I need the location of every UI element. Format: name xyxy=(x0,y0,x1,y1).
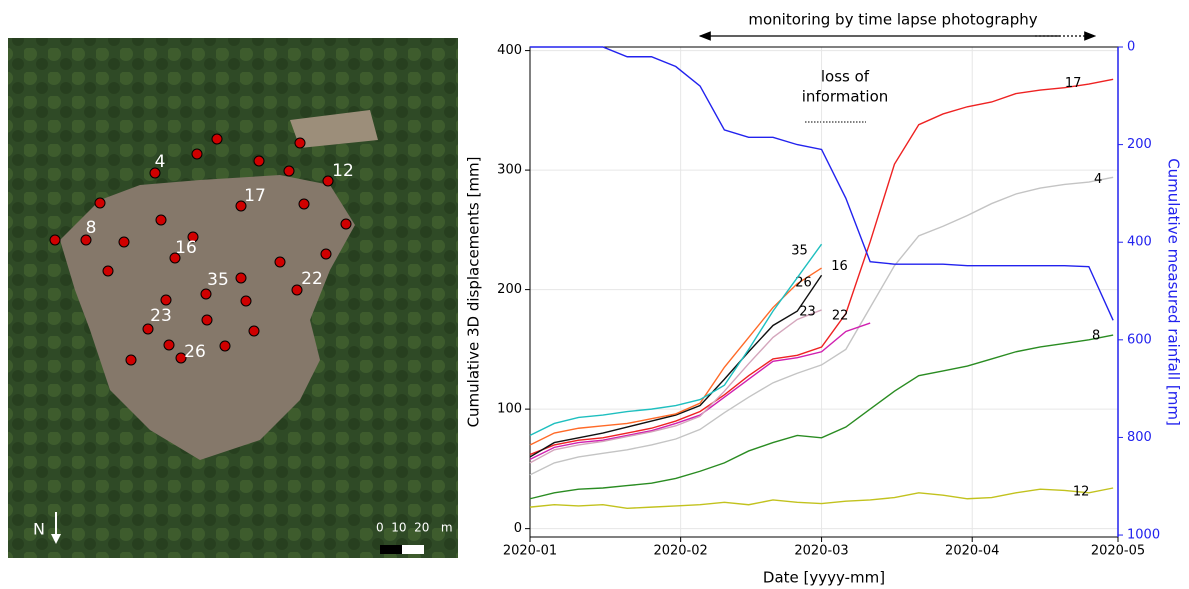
map-point-label: 16 xyxy=(175,238,197,258)
scale-label: 0 10 20 m xyxy=(376,521,453,535)
x-axis-label: Date [yyyy-mm] xyxy=(763,569,885,587)
series-label: 35 xyxy=(791,244,808,259)
annotation: loss of xyxy=(821,68,870,86)
y-tick-label: 400 xyxy=(497,43,522,58)
map-point xyxy=(49,234,61,246)
plot-frame xyxy=(529,46,1119,538)
map-point xyxy=(191,148,203,160)
series-label: 23 xyxy=(799,304,816,319)
map-point-label: 23 xyxy=(150,306,172,326)
time-lapse-arrow: monitoring by time lapse photography xyxy=(698,11,1097,41)
map-point xyxy=(211,133,223,145)
map-point xyxy=(322,175,334,187)
y2-axis-label: Cumulative measured rainfall [mm] xyxy=(1165,158,1183,426)
y-tick-label: 0 xyxy=(514,521,522,536)
series-label: 16 xyxy=(831,259,848,274)
x-tick-label: 2020-01 xyxy=(503,544,557,559)
map-point xyxy=(163,339,175,351)
y2-tick-label: 1000 xyxy=(1127,528,1160,543)
map-point xyxy=(175,352,187,364)
north-arrow-head xyxy=(51,534,61,544)
map-point-label: 4 xyxy=(155,152,166,172)
map-point xyxy=(291,284,303,296)
map-point xyxy=(201,314,213,326)
map-point xyxy=(169,252,181,264)
map-point xyxy=(320,248,332,260)
series-label: 4 xyxy=(1094,172,1102,187)
map-point xyxy=(200,288,212,300)
series-line xyxy=(529,322,871,460)
y2-tick-label: 400 xyxy=(1127,235,1152,250)
y2-tick-label: 600 xyxy=(1127,332,1152,347)
x-tick-label: 2020-04 xyxy=(945,544,999,559)
y-tick-label: 300 xyxy=(497,163,522,178)
x-tick-label: 2020-05 xyxy=(1091,544,1145,559)
clearing xyxy=(290,110,378,148)
map-point xyxy=(248,325,260,337)
map-point xyxy=(155,214,167,226)
scale-bar xyxy=(380,545,402,554)
series-line xyxy=(529,309,822,464)
map-point xyxy=(125,354,137,366)
x-tick-label: 2020-03 xyxy=(794,544,848,559)
map-point xyxy=(94,197,106,209)
map-point xyxy=(253,155,265,167)
series-line xyxy=(529,334,1114,500)
map-point xyxy=(235,272,247,284)
map-point-label: 8 xyxy=(86,218,97,238)
y-tick-label: 200 xyxy=(497,282,522,297)
map-point xyxy=(160,294,172,306)
series-line xyxy=(529,243,823,437)
y-axis-label: Cumulative 3D displacements [mm] xyxy=(465,157,483,428)
map-point-label: 12 xyxy=(332,161,354,181)
map-point xyxy=(294,137,306,149)
map-point xyxy=(142,323,154,335)
map-point xyxy=(219,340,231,352)
annotation: information xyxy=(802,88,889,106)
series-line xyxy=(529,78,1114,456)
map-point xyxy=(283,165,295,177)
top-annotation: monitoring by time lapse photography xyxy=(748,11,1037,29)
map-point xyxy=(80,234,92,246)
series-label: 26 xyxy=(795,276,812,291)
map-point-label: 26 xyxy=(184,342,206,362)
map-point-label: 17 xyxy=(244,186,266,206)
series-label: 22 xyxy=(832,309,849,324)
y2-tick-label: 800 xyxy=(1127,430,1152,445)
map-point-label: 22 xyxy=(301,269,323,289)
map-point xyxy=(298,198,310,210)
map-point xyxy=(118,236,130,248)
map-point xyxy=(149,167,161,179)
series-line xyxy=(529,487,1114,510)
scale-bar xyxy=(402,545,424,554)
series-label: 17 xyxy=(1065,76,1082,91)
series-line xyxy=(529,274,823,458)
map-panel: N 0 10 20 m xyxy=(8,38,458,558)
map-point xyxy=(340,218,352,230)
y2-tick-label: 200 xyxy=(1127,137,1152,152)
series-line xyxy=(529,267,822,446)
y-tick-label: 100 xyxy=(497,402,522,417)
series-line xyxy=(530,46,1114,321)
y2-tick-label: 0 xyxy=(1127,40,1135,55)
series-line xyxy=(529,176,1114,476)
map-point xyxy=(235,200,247,212)
map-point xyxy=(102,265,114,277)
x-tick-label: 2020-02 xyxy=(653,544,707,559)
map-point xyxy=(274,256,286,268)
north-label: N xyxy=(33,520,45,539)
series-label: 12 xyxy=(1073,485,1090,500)
map-point-label: 35 xyxy=(207,270,229,290)
map-point xyxy=(187,231,199,243)
map-point xyxy=(240,295,252,307)
series-label: 8 xyxy=(1092,329,1100,344)
